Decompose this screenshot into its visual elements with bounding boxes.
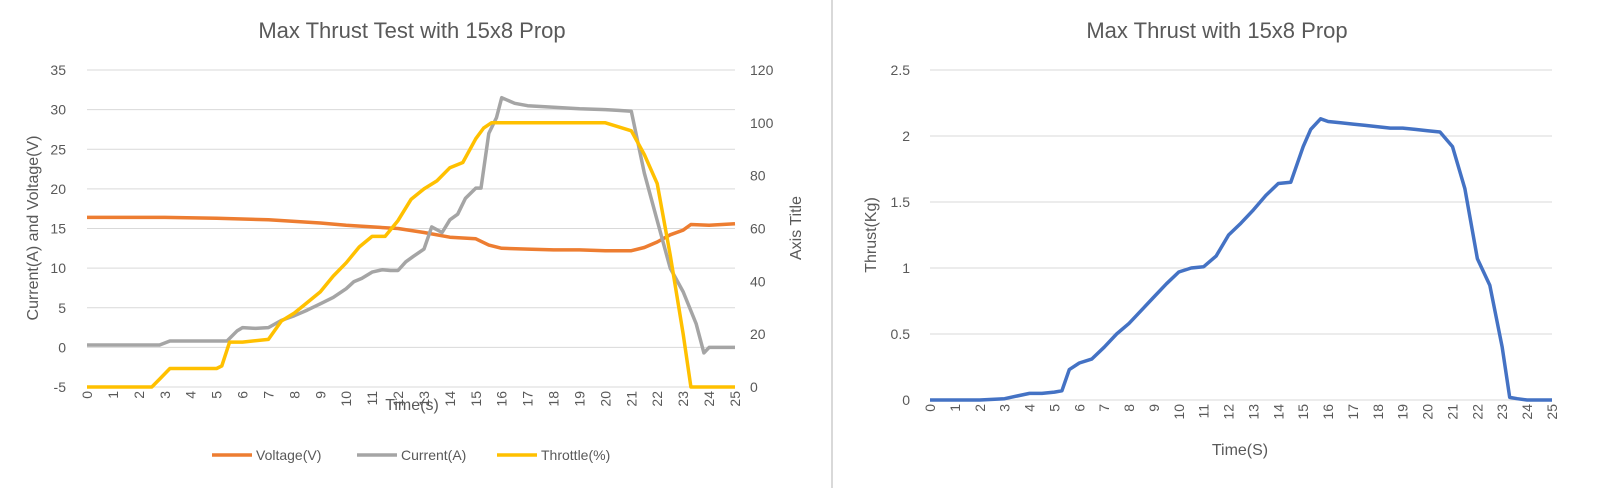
chart1-x-tick-label: 6 — [235, 391, 251, 399]
chart1-x-tick-label: 14 — [442, 391, 458, 407]
chart1-y-tick-label: 35 — [50, 62, 66, 78]
chart1-legend-label-current-a: Current(A) — [401, 447, 466, 463]
chart2-x-tick-label: 23 — [1494, 404, 1510, 420]
chart2-y-tick-label: 1.5 — [891, 194, 911, 210]
chart1-legend-label-voltage-v: Voltage(V) — [256, 447, 321, 463]
chart1-x-tick-label: 23 — [675, 391, 691, 407]
chart2-x-tick-label: 8 — [1121, 404, 1137, 412]
chart1-x-tick-label: 0 — [79, 391, 95, 399]
chart2-y-axis-label: Thrust(Kg) — [863, 197, 880, 273]
chart1-x-tick-label: 15 — [468, 391, 484, 407]
chart-voltage-current-throttle: Max Thrust Test with 15x8 Prop Time(s) C… — [25, 18, 805, 463]
chart2-x-tick-label: 24 — [1519, 404, 1535, 420]
chart2-x-tick-label: 3 — [997, 404, 1013, 412]
chart1-x-tick-label: 25 — [727, 391, 743, 407]
chart1-y-axis-label: Current(A) and Voltage(V) — [25, 136, 42, 321]
chart1-y2-tick-label: 20 — [750, 326, 766, 342]
chart1-y-tick-label: 30 — [50, 102, 66, 118]
chart1-x-tick-label: 12 — [390, 391, 406, 407]
chart1-x-tick-label: 13 — [416, 391, 432, 407]
chart-thrust: Max Thrust with 15x8 Prop Time(S) Thrust… — [863, 18, 1560, 459]
chart1-y-tick-label: 20 — [50, 181, 66, 197]
chart1-x-tick-label: 17 — [520, 391, 536, 407]
chart1-series-voltage-v-line — [87, 215, 736, 253]
chart2-x-tick-label: 7 — [1096, 404, 1112, 412]
chart1-series-throttle-line — [87, 121, 735, 389]
chart2-x-tick-label: 10 — [1171, 404, 1187, 420]
chart2-x-axis-label: Time(S) — [1212, 442, 1268, 459]
chart2-x-tick-label: 5 — [1046, 404, 1062, 412]
chart1-y2-axis-label: Axis Title — [788, 196, 805, 260]
chart1-x-tick-label: 4 — [183, 391, 199, 399]
chart1-x-tick-label: 22 — [649, 391, 665, 407]
chart1-y2-tick-label: 120 — [750, 62, 774, 78]
chart1-y-tick-label: 25 — [50, 141, 66, 157]
chart1-title: Max Thrust Test with 15x8 Prop — [258, 18, 565, 43]
chart2-x-tick-label: 9 — [1146, 404, 1162, 412]
chart1-x-tick-label: 19 — [571, 391, 587, 407]
chart1-x-tick-label: 2 — [131, 391, 147, 399]
chart2-x-tick-label: 12 — [1221, 404, 1237, 420]
chart1-y-tick-label: 10 — [50, 260, 66, 276]
chart2-y-tick-label: 0 — [902, 392, 910, 408]
chart2-y-tick-label: 2.5 — [891, 62, 911, 78]
chart1-y2-tick-label: 60 — [750, 221, 766, 237]
chart2-x-tick-label: 21 — [1444, 404, 1460, 420]
chart2-y-tick-label: 0.5 — [891, 326, 911, 342]
chart1-x-tick-label: 7 — [260, 391, 276, 399]
chart1-x-tick-label: 5 — [209, 391, 225, 399]
chart2-x-tick-label: 16 — [1320, 404, 1336, 420]
chart2-x-tick-label: 20 — [1420, 404, 1436, 420]
chart2-y-tick-label: 2 — [902, 128, 910, 144]
chart1-x-tick-label: 10 — [338, 391, 354, 407]
chart1-x-tick-label: 11 — [364, 391, 380, 406]
chart2-x-tick-label: 2 — [972, 404, 988, 412]
chart2-x-tick-label: 19 — [1395, 404, 1411, 420]
chart1-x-tick-label: 9 — [312, 391, 328, 399]
chart1-x-tick-label: 1 — [105, 391, 121, 399]
chart2-x-tick-label: 15 — [1295, 404, 1311, 420]
chart1-x-axis-label: Time(s) — [385, 397, 439, 414]
chart2-x-tick-label: 11 — [1196, 404, 1212, 419]
chart1-x-tick-label: 21 — [623, 391, 639, 407]
chart2-x-tick-label: 4 — [1022, 404, 1038, 412]
chart1-x-tick-label: 18 — [546, 391, 562, 407]
chart2-x-tick-label: 0 — [922, 404, 938, 412]
chart1-x-tick-label: 8 — [286, 391, 302, 399]
chart2-x-tick-label: 25 — [1544, 404, 1560, 420]
chart1-x-tick-label: 20 — [597, 391, 613, 407]
chart2-x-tick-label: 18 — [1370, 404, 1386, 420]
chart2-x-tick-label: 6 — [1071, 404, 1087, 412]
chart2-x-tick-label: 1 — [947, 404, 963, 412]
chart2-series-thrust-line — [930, 117, 1552, 402]
chart1-x-tick-label: 16 — [494, 391, 510, 407]
chart1-y2-tick-label: 40 — [750, 273, 766, 289]
chart1-y-tick-label: -5 — [54, 379, 67, 395]
chart1-y-tick-label: 0 — [58, 339, 66, 355]
chart2-x-tick-label: 13 — [1245, 404, 1261, 420]
chart1-series-current-a-line — [87, 95, 735, 355]
chart2-x-tick-label: 14 — [1270, 404, 1286, 420]
chart2-x-tick-label: 22 — [1469, 404, 1485, 420]
chart2-y-tick-label: 1 — [902, 260, 910, 276]
chart2-x-tick-label: 17 — [1345, 404, 1361, 420]
chart1-y-tick-label: 5 — [58, 300, 66, 316]
chart1-y2-tick-label: 80 — [750, 168, 766, 184]
chart1-y2-tick-label: 0 — [750, 379, 758, 395]
chart1-legend: Voltage(V) Current(A) Throttle(%) — [212, 447, 610, 463]
chart2-title: Max Thrust with 15x8 Prop — [1086, 18, 1347, 43]
chart1-x-tick-label: 24 — [701, 391, 717, 407]
chart1-x-tick-label: 3 — [157, 391, 173, 399]
chart1-y-tick-label: 15 — [50, 221, 66, 237]
chart1-y2-tick-label: 100 — [750, 115, 774, 131]
chart1-legend-label-throttle: Throttle(%) — [541, 447, 610, 463]
